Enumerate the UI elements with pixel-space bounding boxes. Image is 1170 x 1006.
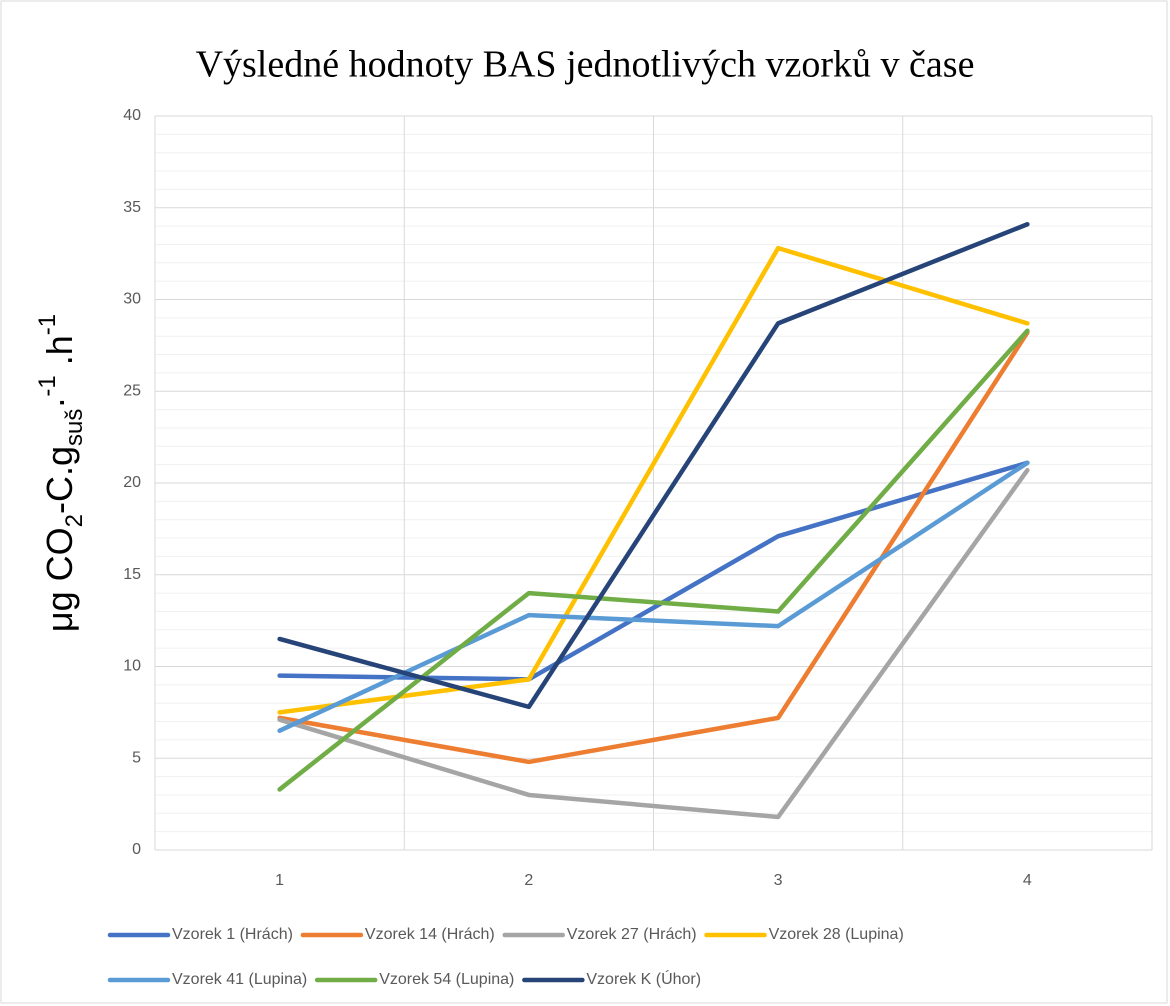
y-axis-label-part: μg CO: [39, 527, 80, 632]
legend-label: Vzorek 41 (Lupina): [172, 971, 307, 988]
legend-label: Vzorek K (Úhor): [586, 969, 701, 988]
series-line: [277, 328, 1030, 792]
y-tick-label: 30: [123, 291, 141, 308]
x-tick-label: 1: [275, 872, 284, 889]
y-axis-label-part: -C.g: [39, 446, 80, 514]
x-tick-label: 4: [1023, 872, 1032, 889]
y-axis-label-part: 2: [61, 514, 88, 527]
chart-title: Výsledné hodnoty BAS jednotlivých vzorků…: [196, 44, 975, 86]
y-tick-label: 0: [132, 841, 141, 858]
y-tick-label: 5: [132, 749, 141, 766]
y-axis-label-part: -1: [34, 314, 61, 335]
series-line: [277, 330, 1030, 765]
x-tick-label: 2: [524, 872, 533, 889]
y-axis-label-part: .h: [39, 335, 80, 375]
legend-label: Vzorek 27 (Hrách): [567, 926, 697, 943]
y-tick-label: 10: [123, 658, 141, 675]
series-line: [277, 467, 1030, 820]
y-axis-label: μg CO2-C.gsuš·-1 .h-1: [34, 314, 88, 632]
series-line: [277, 245, 1030, 715]
y-axis-label-part: -1: [34, 375, 61, 396]
y-axis-label-part: suš: [61, 409, 88, 446]
legend-label: Vzorek 1 (Hrách): [172, 926, 293, 943]
legend-label: Vzorek 14 (Hrách): [365, 926, 495, 943]
y-axis-label-part: ·: [39, 397, 80, 409]
legend-label: Vzorek 54 (Lupina): [379, 971, 514, 988]
y-tick-label: 20: [123, 474, 141, 491]
x-tick-label: 3: [774, 872, 783, 889]
series-line: [277, 460, 1030, 682]
y-tick-label: 15: [123, 566, 141, 583]
series-line: [277, 222, 1030, 710]
legend-label: Vzorek 28 (Lupina): [769, 926, 904, 943]
y-tick-label: 40: [123, 107, 141, 124]
y-tick-label: 35: [123, 199, 141, 216]
y-tick-label: 25: [123, 382, 141, 399]
